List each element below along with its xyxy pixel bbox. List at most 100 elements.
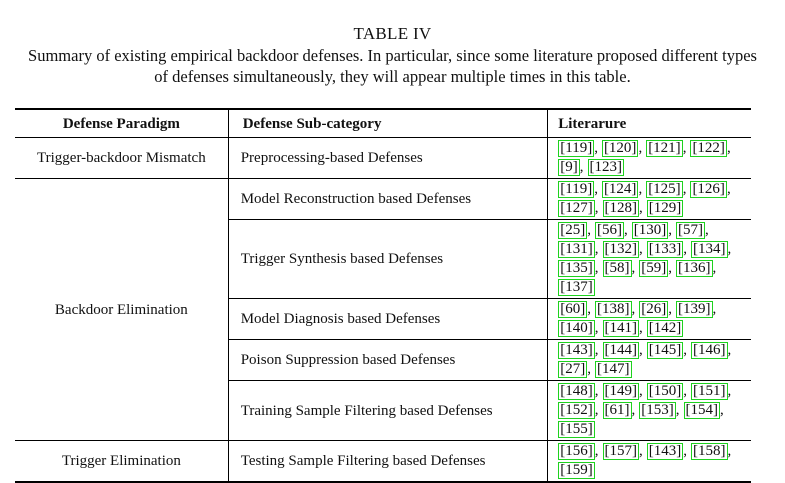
citation-link[interactable]: [139] xyxy=(676,301,713,318)
citation-link[interactable]: [56] xyxy=(595,222,624,239)
literature-cell: [143], [144], [145], [146], [27], [147] xyxy=(547,339,751,381)
citation-link[interactable]: [124] xyxy=(601,181,639,198)
citation-link[interactable]: [152] xyxy=(558,402,595,419)
citation-link[interactable]: [148] xyxy=(558,383,595,400)
header-subcategory: Defense Sub-category xyxy=(227,109,548,138)
separator: , xyxy=(594,320,599,336)
separator: , xyxy=(726,181,731,197)
header-paradigm: Defense Paradigm xyxy=(15,109,229,138)
citation-link[interactable]: [142] xyxy=(646,320,684,337)
separator: , xyxy=(594,342,599,358)
reference-line: [159] xyxy=(558,461,743,480)
reference-line: [137] xyxy=(558,278,743,297)
separator: , xyxy=(682,140,687,156)
table-row: Poison Suppression based Defenses [143],[… xyxy=(15,339,751,381)
citation-link[interactable]: [137] xyxy=(558,279,595,296)
citation-link[interactable]: [157] xyxy=(602,443,639,460)
header-literature: Literarure xyxy=(547,109,751,138)
citation-link[interactable]: [154] xyxy=(683,402,720,419)
citation-link[interactable]: [132] xyxy=(602,241,639,258)
citation-link[interactable]: [158] xyxy=(691,443,728,460)
citation-link[interactable]: [135] xyxy=(558,260,595,277)
separator: , xyxy=(594,402,599,418)
citation-link[interactable]: [153] xyxy=(639,402,676,419)
citation-link[interactable]: [155] xyxy=(558,421,595,438)
citation-link[interactable]: [150] xyxy=(646,383,684,400)
citation-link[interactable]: [144] xyxy=(602,342,639,359)
table-label: TABLE IV xyxy=(353,24,432,43)
table-row: Trigger Synthesis based Defenses [25], [56… xyxy=(15,219,751,299)
citation-link[interactable]: [127] xyxy=(558,200,595,217)
separator: , xyxy=(639,241,643,257)
citation-link[interactable]: [123] xyxy=(587,159,624,176)
reference-line: [131], [132], [133], [134], xyxy=(558,240,743,259)
separator: , xyxy=(638,181,643,197)
reference-line: [140], [141], [142] xyxy=(558,319,743,338)
reference-line: [9], [123] xyxy=(558,158,743,177)
separator: , xyxy=(638,140,643,156)
citation-link[interactable]: [145] xyxy=(646,342,684,359)
separator: , xyxy=(594,443,599,459)
citation-link[interactable]: [27] xyxy=(558,361,588,378)
citation-link[interactable]: [140] xyxy=(558,320,595,337)
separator: , xyxy=(668,301,672,317)
citation-link[interactable]: [128] xyxy=(602,200,639,217)
defense-subcategory-cell: Model Diagnosis based Defenses xyxy=(227,298,548,340)
citation-link[interactable]: [149] xyxy=(602,383,639,400)
separator: , xyxy=(682,181,687,197)
citation-link[interactable]: [131] xyxy=(558,241,595,258)
citation-link[interactable]: [147] xyxy=(595,361,632,378)
citation-link[interactable]: [9] xyxy=(558,159,580,176)
reference-line: [27], [147] xyxy=(558,360,743,379)
citation-link[interactable]: [120] xyxy=(601,140,639,157)
reference-line: [156], [157], [143], [158], xyxy=(558,442,743,461)
reference-line: [152], [61], [153], [154], xyxy=(558,401,743,420)
reference-line: [135], [58], [59], [136], xyxy=(558,259,743,278)
table-row: Backdoor Elimination Model Reconstruction… xyxy=(15,178,751,441)
citation-link[interactable]: [129] xyxy=(646,200,684,217)
citation-link[interactable]: [58] xyxy=(602,260,632,277)
citation-link[interactable]: [59] xyxy=(639,260,669,277)
citation-link[interactable]: [57] xyxy=(676,222,705,239)
citation-link[interactable]: [156] xyxy=(558,443,595,460)
separator: , xyxy=(624,222,628,238)
separator: , xyxy=(594,181,598,197)
citation-link[interactable]: [159] xyxy=(558,462,595,479)
citation-link[interactable]: [126] xyxy=(690,181,727,198)
reference-line: [119], [124], [125], [126], xyxy=(558,180,743,199)
citation-link[interactable]: [121] xyxy=(646,140,683,157)
citation-link[interactable]: [61] xyxy=(602,402,632,419)
separator: , xyxy=(683,241,687,257)
citation-link[interactable]: [138] xyxy=(595,301,632,318)
separator: , xyxy=(631,402,636,418)
table-body: Trigger-backdoor Mismatch Preprocessing-b… xyxy=(15,137,751,482)
citation-link[interactable]: [141] xyxy=(602,320,639,337)
citation-link[interactable]: [119] xyxy=(558,140,595,157)
citation-link[interactable]: [146] xyxy=(691,342,728,359)
separator: , xyxy=(594,140,598,156)
citation-link[interactable]: [119] xyxy=(558,181,595,198)
separator: , xyxy=(579,159,584,175)
reference-line: [148], [149], [150], [151], xyxy=(558,382,743,401)
literature-cell: [60], [138], [26], [139], [140], [141], [142] xyxy=(547,298,751,340)
defense-table: Defense Paradigm Defense Sub-category Li… xyxy=(15,108,751,483)
defense-paradigm-cell: Trigger-backdoor Mismatch xyxy=(15,137,229,179)
table-row: Model Diagnosis based Defenses [60], [138]… xyxy=(15,298,751,340)
citation-link[interactable]: [143] xyxy=(558,342,595,359)
citation-link[interactable]: [122] xyxy=(690,140,727,157)
citation-link[interactable]: [136] xyxy=(676,260,713,277)
citation-link[interactable]: [133] xyxy=(646,241,684,258)
separator: , xyxy=(683,342,687,358)
table-row: Trigger-backdoor Mismatch Preprocessing-b… xyxy=(15,137,751,179)
citation-link[interactable]: [130] xyxy=(631,222,669,239)
citation-link[interactable]: [60] xyxy=(558,301,588,318)
citation-link[interactable]: [125] xyxy=(646,181,683,198)
reference-line: [127], [128], [129] xyxy=(558,199,743,218)
defense-subcategory-cell: Trigger Synthesis based Defenses xyxy=(227,219,548,299)
separator: , xyxy=(639,320,643,336)
citation-link[interactable]: [134] xyxy=(691,241,728,258)
citation-link[interactable]: [25] xyxy=(558,222,588,239)
citation-link[interactable]: [151] xyxy=(691,383,728,400)
citation-link[interactable]: [143] xyxy=(646,443,684,460)
citation-link[interactable]: [26] xyxy=(639,301,669,318)
